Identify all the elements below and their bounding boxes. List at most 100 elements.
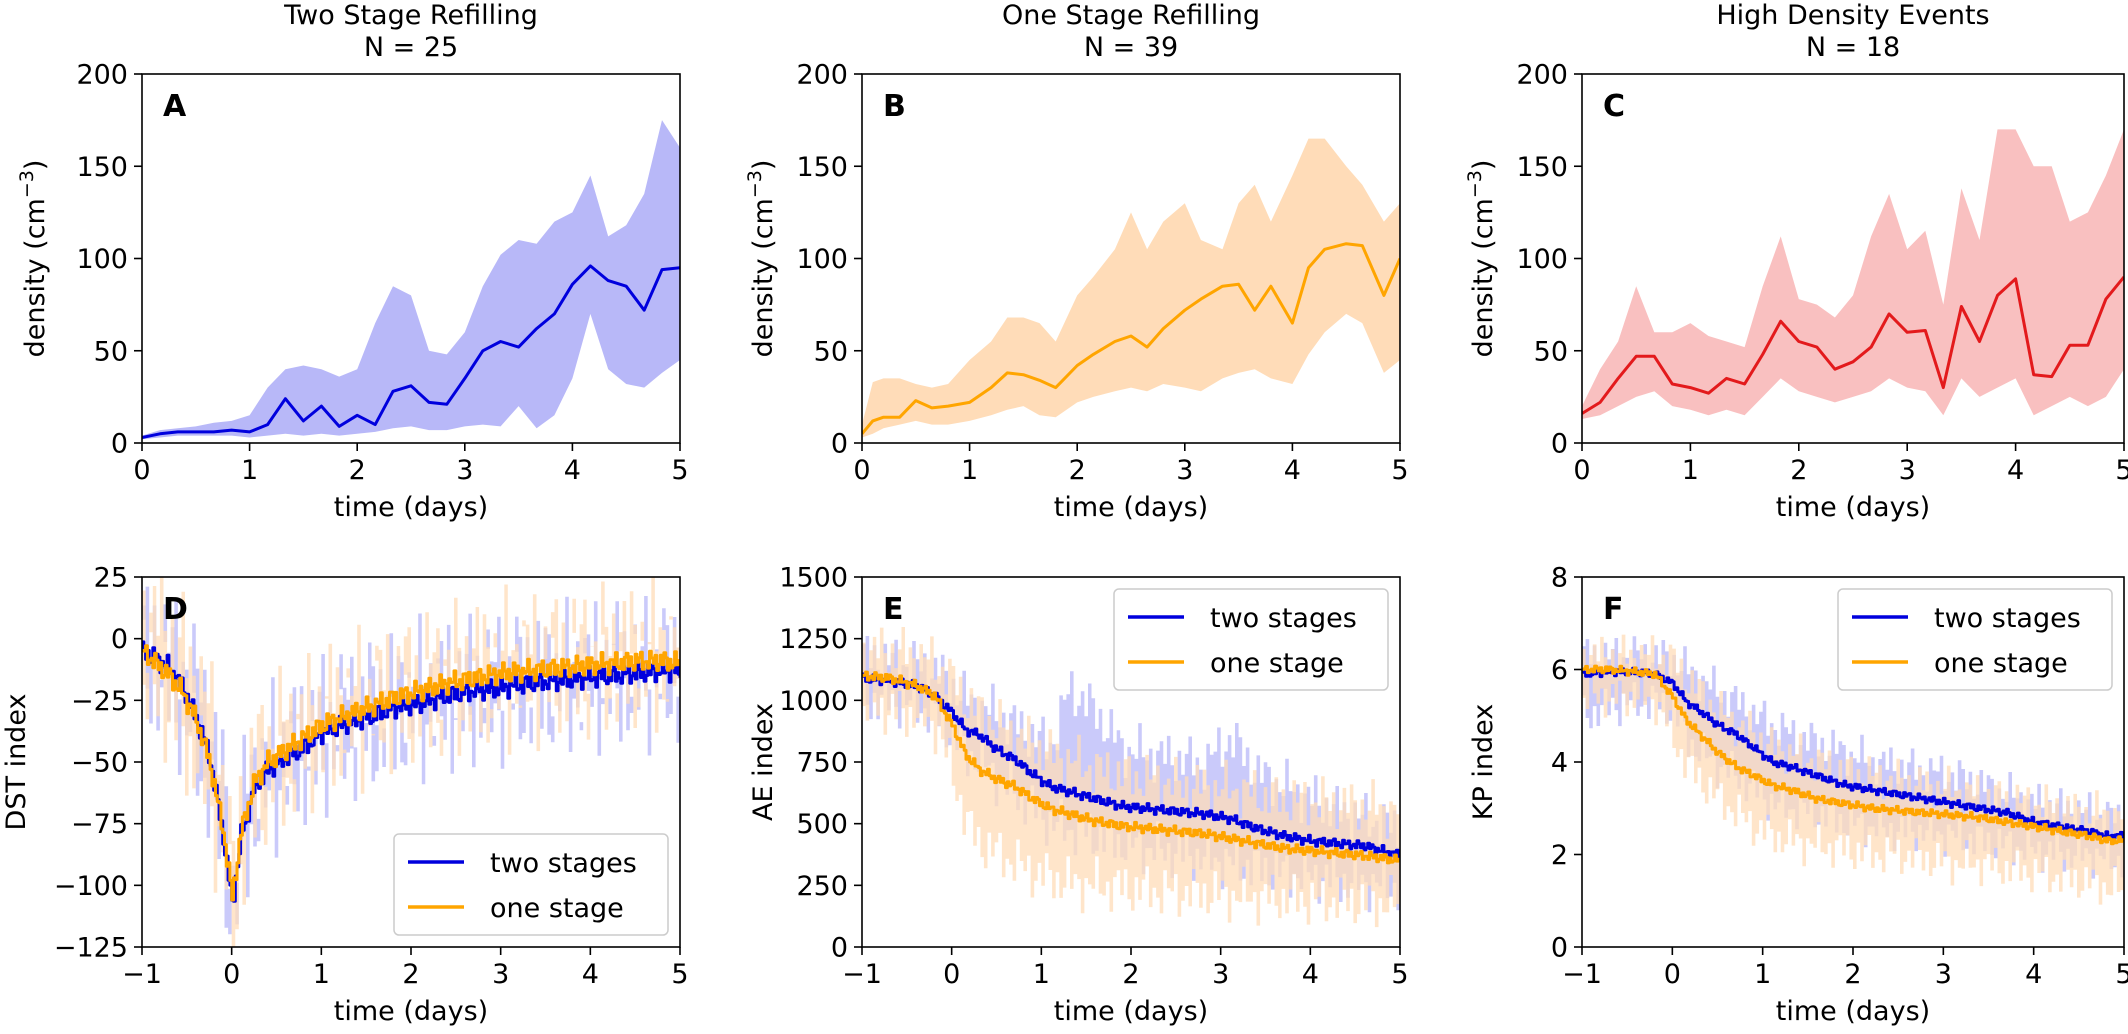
legend: two stages one stage xyxy=(1113,588,1389,691)
plot-area xyxy=(862,627,1400,928)
y-tick-label: −100 xyxy=(54,871,128,902)
x-axis-label: time (days) xyxy=(1776,996,1930,1027)
y-tick-label: −50 xyxy=(71,748,128,779)
panel-letter: B xyxy=(883,89,906,124)
x-tick-label: 2 xyxy=(1122,959,1139,990)
band-one-stage xyxy=(862,627,1400,928)
legend-label: two stages xyxy=(490,848,637,879)
series-line-two-stages xyxy=(862,672,1400,860)
y-tick-label: −75 xyxy=(71,809,128,840)
panel-letter: C xyxy=(1603,89,1625,124)
x-tick-label: 1 xyxy=(1682,455,1699,486)
y-tick-label: 25 xyxy=(94,563,128,594)
legend-label: one stage xyxy=(490,893,624,924)
y-tick-label: 200 xyxy=(76,60,128,91)
legend-box xyxy=(393,833,669,936)
x-tick-label: 1 xyxy=(313,959,330,990)
legend: two stages one stage xyxy=(1837,588,2113,691)
y-label-main: density (cm xyxy=(1468,198,1499,357)
y-tick-label: 750 xyxy=(796,748,848,779)
y-tick-label: 200 xyxy=(796,60,848,91)
legend-box xyxy=(1113,588,1389,691)
x-tick-label: 5 xyxy=(671,959,688,990)
mean-line xyxy=(1582,275,2124,415)
series-line-one-stage xyxy=(142,644,680,902)
y-tick-label: 50 xyxy=(94,336,128,367)
y-axis-label: DST index xyxy=(1,694,32,831)
band-one-stage xyxy=(1582,634,2124,905)
y-label-close: ) xyxy=(20,160,51,171)
y-tick-label: 0 xyxy=(1551,933,1568,964)
legend-label: one stage xyxy=(1934,648,2068,679)
x-tick-label: 1 xyxy=(241,455,258,486)
x-tick-label: 0 xyxy=(223,959,240,990)
y-tick-label: 100 xyxy=(76,244,128,275)
x-tick-label: 0 xyxy=(1664,959,1681,990)
panel-title: Two Stage Refilling xyxy=(283,0,538,31)
x-tick-label: 3 xyxy=(456,455,473,486)
spread-band xyxy=(142,120,680,440)
y-tick-label: −25 xyxy=(71,686,128,717)
x-axis-label: time (days) xyxy=(1776,492,1930,523)
legend-box xyxy=(1837,588,2113,691)
x-tick-label: 5 xyxy=(2115,959,2128,990)
y-label-close: ) xyxy=(748,160,779,171)
y-axis-label: density (cm−3) xyxy=(744,160,779,358)
x-tick-label: 1 xyxy=(961,455,978,486)
panel-letter: E xyxy=(883,592,904,627)
y-tick-label: 1000 xyxy=(779,686,848,717)
x-tick-label: 3 xyxy=(1212,959,1229,990)
x-tick-label: −1 xyxy=(122,959,162,990)
x-tick-label: −1 xyxy=(1562,959,1602,990)
x-tick-label: 0 xyxy=(133,455,150,486)
y-tick-label: 150 xyxy=(76,152,128,183)
x-tick-label: 3 xyxy=(492,959,509,990)
x-tick-label: 2 xyxy=(1790,455,1807,486)
legend-label: two stages xyxy=(1934,603,2081,634)
y-label-main: density (cm xyxy=(20,198,51,357)
y-tick-label: −125 xyxy=(54,933,128,964)
panel-subtitle: N = 18 xyxy=(1806,32,1900,63)
x-axis-label: time (days) xyxy=(334,492,488,523)
panel-d: −1 0 1 2 3 4 5 −125 −100 −75 −50 −25 0 25 time (days) D… xyxy=(1,563,689,1028)
x-tick-label: 0 xyxy=(943,959,960,990)
y-tick-label: 0 xyxy=(1551,429,1568,460)
plot-area xyxy=(1582,129,2124,419)
y-label-close: ) xyxy=(1468,160,1499,171)
y-tick-label: 0 xyxy=(111,624,128,655)
x-axis-label: time (days) xyxy=(1054,492,1208,523)
y-tick-label: 2 xyxy=(1551,840,1568,871)
y-tick-label: 1500 xyxy=(779,563,848,594)
band-one-stage xyxy=(142,577,680,947)
y-tick-label: 0 xyxy=(111,429,128,460)
x-tick-label: 3 xyxy=(1176,455,1193,486)
x-tick-label: 4 xyxy=(1302,959,1319,990)
x-tick-label: 5 xyxy=(2115,455,2128,486)
x-tick-label: 1 xyxy=(1754,959,1771,990)
panel-title: High Density Events xyxy=(1716,0,1989,31)
panel-title: One Stage Refilling xyxy=(1002,0,1260,31)
plot-area xyxy=(142,577,680,947)
x-tick-label: 3 xyxy=(1935,959,1952,990)
y-tick-label: 50 xyxy=(1534,336,1568,367)
y-label-sup: −3 xyxy=(744,170,766,198)
x-tick-label: 4 xyxy=(564,455,581,486)
y-label-main: density (cm xyxy=(748,198,779,357)
x-tick-label: 4 xyxy=(1284,455,1301,486)
y-tick-label: 50 xyxy=(814,336,848,367)
x-tick-label: −1 xyxy=(842,959,882,990)
y-label-sup: −3 xyxy=(1464,170,1486,198)
panel-letter: F xyxy=(1603,592,1624,627)
y-axis-label: density (cm−3) xyxy=(1464,160,1499,358)
series-line-one-stage xyxy=(862,670,1400,865)
panel-letter: A xyxy=(163,89,187,124)
y-tick-label: 150 xyxy=(796,152,848,183)
y-tick-label: 6 xyxy=(1551,655,1568,686)
panel-letter: D xyxy=(163,592,188,627)
